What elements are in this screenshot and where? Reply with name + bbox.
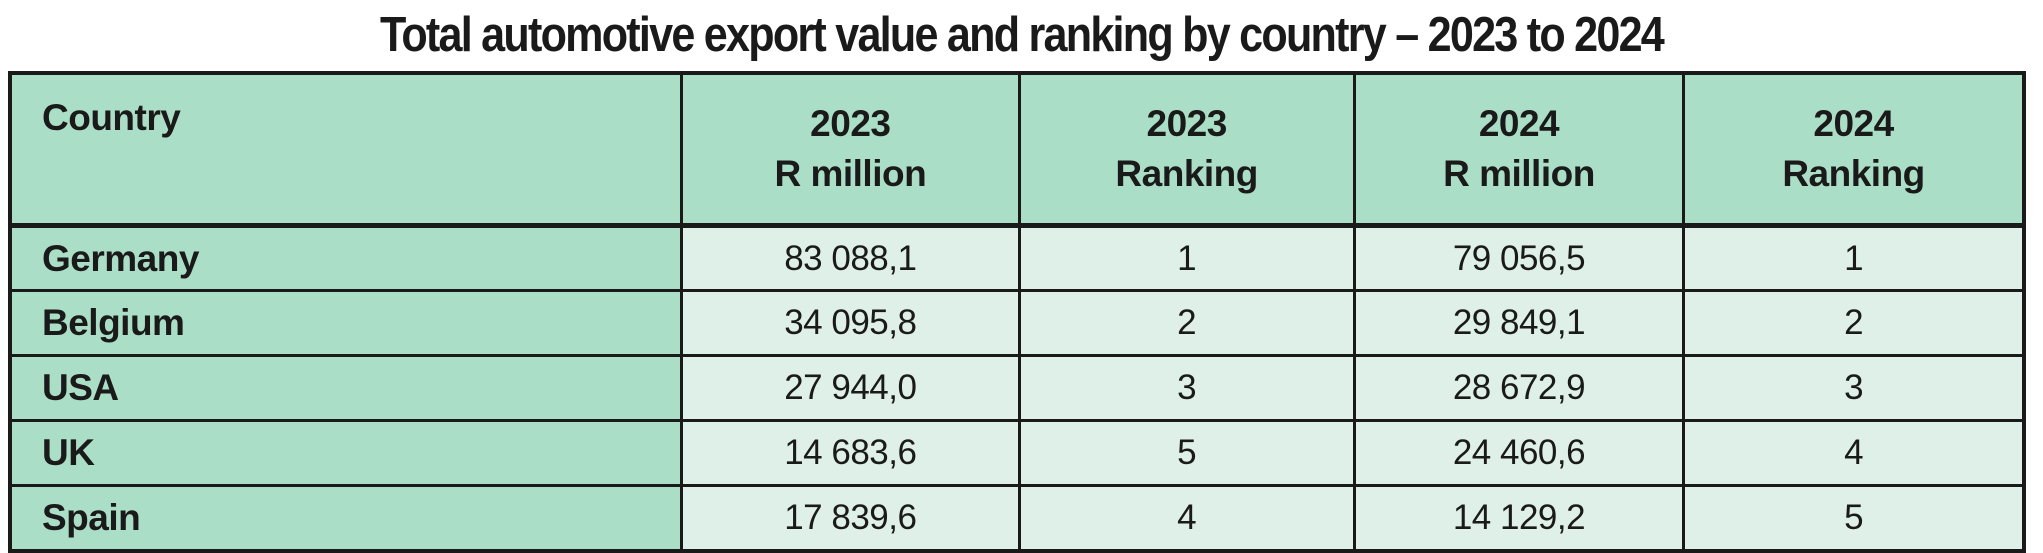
ranking-2023-cell: 1 xyxy=(1017,224,1356,292)
ranking-2023-cell: 5 xyxy=(1017,419,1356,487)
table-row-usa: USA 27 944,0 3 28 672,9 3 xyxy=(8,354,2026,422)
page-title: Total automotive export value and rankin… xyxy=(379,8,1665,62)
value-2024-cell: 29 849,1 xyxy=(1352,289,1686,357)
value-2023-cell: 27 944,0 xyxy=(680,354,1021,422)
country-cell: USA xyxy=(8,354,684,422)
header-row: Country 2023 R million 2023 Ranking 2024… xyxy=(8,71,2026,228)
country-cell: Germany xyxy=(8,224,684,292)
ranking-2024-cell: 2 xyxy=(1682,289,2026,357)
ranking-2023-cell: 4 xyxy=(1017,484,1356,552)
value-2024-cell: 79 056,5 xyxy=(1352,224,1686,292)
ranking-2024-cell: 1 xyxy=(1682,224,2026,292)
col-header-country-label: Country xyxy=(42,97,181,138)
country-cell: UK xyxy=(8,419,684,487)
table-row-spain: Spain 17 839,6 4 14 129,2 5 xyxy=(8,484,2026,552)
col-header-2023-ranking: 2023 Ranking xyxy=(1017,71,1356,228)
value-2024-cell: 24 460,6 xyxy=(1352,419,1686,487)
ranking-2024-cell: 3 xyxy=(1682,354,2026,422)
header-unit: R million xyxy=(774,153,927,194)
value-2023-cell: 14 683,6 xyxy=(680,419,1021,487)
table-row-belgium: Belgium 34 095,8 2 29 849,1 2 xyxy=(8,289,2026,357)
header-unit: Ranking xyxy=(1782,153,1925,194)
table-row-uk: UK 14 683,6 5 24 460,6 4 xyxy=(8,419,2026,487)
header-unit: R million xyxy=(1443,153,1595,194)
value-2024-cell: 14 129,2 xyxy=(1352,484,1686,552)
header-unit: Ranking xyxy=(1115,153,1258,194)
ranking-2024-cell: 4 xyxy=(1682,419,2026,487)
value-2023-cell: 34 095,8 xyxy=(680,289,1021,357)
col-header-country: Country xyxy=(8,71,684,228)
ranking-2023-cell: 2 xyxy=(1017,289,1356,357)
col-header-2024-rmillion: 2024 R million xyxy=(1352,71,1686,228)
header-year: 2024 xyxy=(1813,103,1894,145)
col-header-2023-rmillion: 2023 R million xyxy=(680,71,1021,228)
value-2023-cell: 83 088,1 xyxy=(680,224,1021,292)
ranking-2023-cell: 3 xyxy=(1017,354,1356,422)
header-year: 2023 xyxy=(1146,103,1228,145)
country-cell: Spain xyxy=(8,484,684,552)
country-cell: Belgium xyxy=(8,289,684,357)
value-2024-cell: 28 672,9 xyxy=(1352,354,1686,422)
header-year: 2024 xyxy=(1478,103,1560,145)
col-header-2024-ranking: 2024 Ranking xyxy=(1682,71,2026,228)
ranking-2024-cell: 5 xyxy=(1682,484,2026,552)
table-row-germany: Germany 83 088,1 1 79 056,5 1 xyxy=(8,224,2026,292)
export-table: Country 2023 R million 2023 Ranking 2024… xyxy=(8,71,2026,553)
value-2023-cell: 17 839,6 xyxy=(680,484,1021,552)
header-year: 2023 xyxy=(810,103,891,145)
